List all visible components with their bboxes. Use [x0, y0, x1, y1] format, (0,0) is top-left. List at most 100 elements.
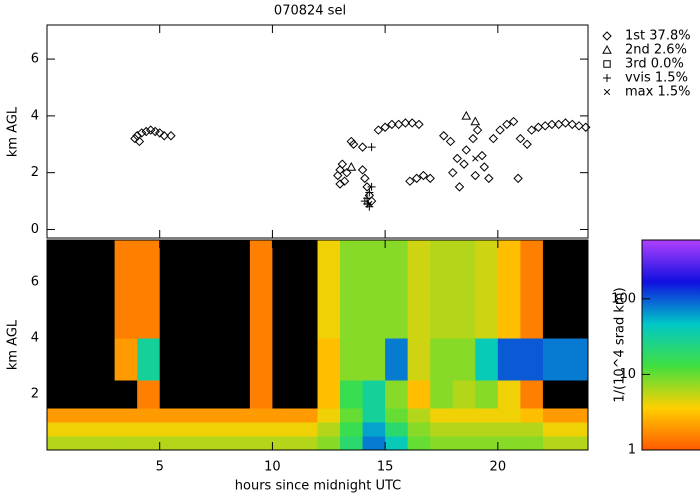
point: [502, 119, 512, 130]
point: [522, 139, 532, 149]
cell: [430, 380, 454, 409]
point: [380, 122, 390, 132]
cell: [47, 380, 71, 409]
point: [461, 110, 472, 120]
cell: [520, 380, 544, 409]
point: [407, 118, 417, 128]
cell: [565, 338, 589, 381]
cell: [114, 436, 138, 451]
cell: [340, 380, 364, 409]
cell: [407, 380, 431, 409]
cell: [542, 240, 566, 339]
cell: [520, 240, 544, 339]
cell: [497, 422, 521, 437]
cell: [69, 380, 93, 409]
cell: [137, 338, 161, 381]
cell: [182, 436, 206, 451]
point: [366, 196, 377, 206]
cell: [362, 422, 386, 437]
legend-label: vvis 1.5%: [625, 71, 688, 86]
cell: [294, 338, 318, 381]
cell: [92, 422, 116, 437]
cell: [497, 240, 521, 339]
point: [136, 128, 147, 138]
cell: [92, 436, 116, 451]
cell: [407, 408, 431, 423]
point: [448, 167, 458, 178]
cell: [114, 380, 138, 409]
cell: [92, 240, 116, 339]
cell: [182, 408, 206, 423]
point: [367, 182, 376, 191]
cell: [385, 408, 409, 423]
cell: [497, 408, 521, 423]
point: [335, 165, 345, 175]
point: [367, 143, 376, 152]
cell: [69, 422, 93, 437]
cell: [520, 436, 544, 451]
cell: [542, 422, 566, 437]
y-tick-label: 2: [31, 387, 39, 402]
cell: [475, 422, 499, 437]
cell: [69, 408, 93, 423]
point: [468, 133, 478, 144]
cell: [520, 338, 544, 381]
point: [166, 131, 176, 141]
cell: [430, 436, 454, 451]
cell: [227, 240, 251, 339]
plot-frame: [46, 24, 589, 239]
point: [357, 142, 368, 152]
cell: [385, 338, 409, 381]
y-tick-label: 0: [31, 222, 39, 237]
point: [581, 122, 591, 132]
cell: [362, 240, 386, 339]
point: [365, 188, 374, 197]
point: [342, 167, 352, 178]
cell: [430, 408, 454, 423]
point: [567, 119, 577, 130]
point: [159, 131, 169, 141]
point: [439, 131, 449, 141]
x-tick-label: 15: [377, 460, 394, 475]
cell: [317, 380, 341, 409]
x-tick-label: 20: [490, 460, 507, 475]
point: [150, 126, 160, 137]
point: [418, 170, 429, 181]
point: [362, 182, 372, 192]
cell: [294, 422, 318, 437]
cell: [182, 422, 206, 437]
cell: [385, 240, 409, 339]
cell: [430, 422, 454, 437]
cell: [204, 436, 228, 451]
cell: [497, 436, 521, 451]
cell: [565, 408, 589, 423]
cell: [565, 436, 589, 451]
cell: [159, 338, 183, 381]
cell: [137, 240, 161, 339]
cell: [452, 436, 476, 451]
point: [540, 121, 550, 131]
cell: [69, 338, 93, 381]
point: [479, 162, 490, 172]
point: [470, 116, 481, 126]
colorbar: [641, 239, 700, 451]
point: [411, 173, 422, 184]
point: [145, 125, 156, 135]
cell: [47, 338, 71, 381]
cell: [407, 436, 431, 451]
point: [508, 116, 519, 127]
cell: [92, 408, 116, 423]
cell: [317, 338, 341, 381]
cell: [69, 436, 93, 451]
cell: [340, 338, 364, 381]
point: [335, 179, 345, 189]
y-tick-label: 4: [31, 331, 39, 346]
cell: [204, 422, 228, 437]
cell: [159, 422, 183, 437]
point: [454, 182, 465, 192]
point: [488, 133, 499, 144]
cell: [249, 240, 273, 339]
cell: [520, 408, 544, 423]
colorbar-tick-label: 100: [611, 291, 636, 306]
point: [373, 125, 384, 135]
